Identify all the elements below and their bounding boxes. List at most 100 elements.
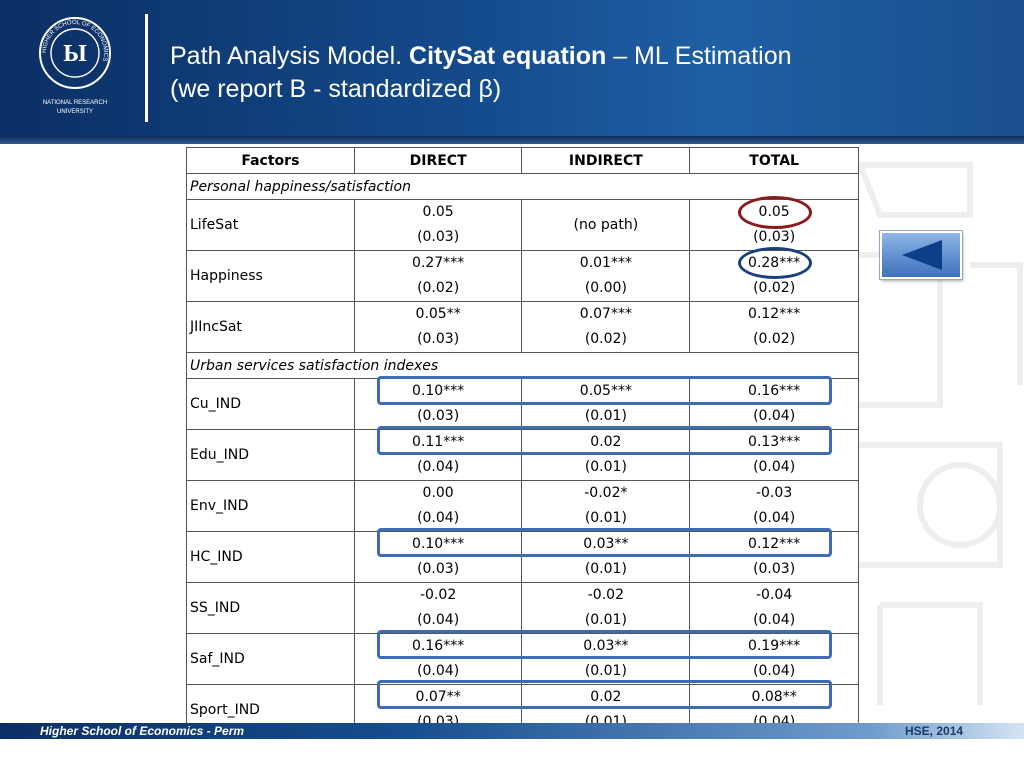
- table-row: Env_IND 0.00 (0.04) -0.02* (0.01) -0.03 (0.…: [186, 480, 859, 532]
- highlight-box-sport: [377, 680, 832, 709]
- total-se: (0.02): [753, 331, 796, 347]
- indirect-value: 0.07***: [579, 306, 632, 322]
- indirect-value: 0.05***: [579, 383, 632, 399]
- factor-cell: HC_IND: [186, 531, 355, 583]
- direct-value: 0.05**: [415, 306, 461, 322]
- indirect-se: (0.01): [584, 510, 627, 526]
- highlight-box-cu: [377, 376, 832, 405]
- title-bold: CitySat equation: [409, 42, 607, 70]
- total-value: 0.13***: [748, 434, 801, 450]
- indirect-cell: 0.03** (0.01): [521, 633, 691, 685]
- factor-cell: Cu_IND: [186, 378, 355, 430]
- indirect-se: (0.01): [584, 612, 627, 628]
- section-personal: Personal happiness/satisfaction: [186, 173, 859, 200]
- direct-cell: 0.27*** (0.02): [353, 250, 523, 302]
- indirect-se: (0.01): [584, 408, 627, 424]
- direct-value: 0.07**: [415, 689, 461, 705]
- indirect-value: -0.02*: [584, 485, 628, 501]
- direct-se: (0.03): [417, 229, 460, 245]
- direct-cell: -0.02 (0.04): [353, 582, 523, 634]
- direct-value: 0.00: [422, 485, 454, 501]
- total-cell: -0.04 (0.04): [689, 582, 859, 634]
- slide-header: [0, 0, 1024, 136]
- total-cell: 0.12*** (0.02): [689, 301, 859, 353]
- factor-cell: Happiness: [186, 250, 355, 302]
- indirect-se: (0.02): [584, 331, 627, 347]
- direct-cell: 0.00 (0.04): [353, 480, 523, 532]
- title-line2: (we report B - standardized β): [170, 75, 502, 103]
- slide-title: Path Analysis Model. CitySat equation – …: [170, 40, 792, 106]
- logo-caption: NATIONAL RESEARCH UNIVERSITY: [28, 99, 122, 117]
- direct-se: (0.03): [417, 331, 460, 347]
- direct-value: 0.10***: [412, 383, 465, 399]
- direct-value: 0.27***: [412, 255, 465, 271]
- indirect-se: (0.01): [584, 459, 627, 475]
- highlight-box-saf: [377, 630, 832, 659]
- factor-cell: Env_IND: [186, 480, 355, 532]
- total-value: 0.12***: [748, 536, 801, 552]
- back-button[interactable]: [880, 231, 962, 279]
- highlight-ellipse-happiness: [738, 247, 812, 279]
- factor-cell: Edu_IND: [186, 429, 355, 481]
- title-line1: Path Analysis Model. CitySat equation – …: [170, 40, 792, 73]
- indirect-cell: (no path): [521, 199, 691, 251]
- header-indirect: INDIRECT: [521, 147, 691, 174]
- total-cell: -0.03 (0.04): [689, 480, 859, 532]
- total-value: -0.03: [756, 485, 793, 501]
- indirect-se: (0.01): [584, 561, 627, 577]
- total-se: (0.04): [753, 459, 796, 475]
- direct-value: 0.11***: [412, 434, 465, 450]
- direct-cell: 0.10*** (0.03): [353, 531, 523, 583]
- footer-bar: [0, 723, 1024, 739]
- direct-se: (0.02): [417, 280, 460, 296]
- indirect-cell: 0.02 (0.01): [521, 429, 691, 481]
- logo-caption-line2: UNIVERSITY: [56, 109, 93, 115]
- header-direct: DIRECT: [353, 147, 523, 174]
- factor-cell: SS_IND: [186, 582, 355, 634]
- indirect-value: 0.01***: [579, 255, 632, 271]
- direct-cell: 0.05** (0.03): [353, 301, 523, 353]
- direct-se: (0.04): [417, 459, 460, 475]
- header-total: TOTAL: [689, 147, 859, 174]
- header-factors: Factors: [186, 147, 355, 174]
- direct-cell: 0.11*** (0.04): [353, 429, 523, 481]
- direct-se: (0.03): [417, 408, 460, 424]
- svg-text:Ы: Ы: [63, 41, 87, 67]
- indirect-value: -0.02: [587, 587, 624, 603]
- section-row: Urban services satisfaction indexes: [186, 352, 859, 379]
- hse-logo-icon: Ы HIGHER SCHOOL OF ECONOMICS: [39, 17, 111, 89]
- indirect-value: 0.03**: [583, 536, 629, 552]
- indirect-se: (0.01): [584, 663, 627, 679]
- header-rule: [0, 136, 1024, 144]
- section-urban: Urban services satisfaction indexes: [186, 352, 859, 379]
- total-value: -0.04: [756, 587, 793, 603]
- indirect-cell: -0.02* (0.01): [521, 480, 691, 532]
- total-se: (0.04): [753, 510, 796, 526]
- indirect-se: (0.00): [584, 280, 627, 296]
- direct-se: (0.04): [417, 612, 460, 628]
- indirect-cell: 0.07*** (0.02): [521, 301, 691, 353]
- logo-caption-line1: NATIONAL RESEARCH: [42, 100, 108, 106]
- table-row: JIIncSat 0.05** (0.03) 0.07*** (0.02) 0.12…: [186, 301, 859, 353]
- header-divider: [145, 14, 148, 122]
- factor-cell: LifeSat: [186, 199, 355, 251]
- table-row: SS_IND -0.02 (0.04) -0.02 (0.01) -0.04 (0.0…: [186, 582, 859, 634]
- highlight-box-edu: [377, 426, 832, 455]
- direct-value: 0.16***: [412, 638, 465, 654]
- section-row: Personal happiness/satisfaction: [186, 173, 859, 200]
- table-row: Saf_IND 0.16*** (0.04) 0.03** (0.01) 0.19*…: [186, 633, 859, 685]
- total-cell: 0.19*** (0.04): [689, 633, 859, 685]
- footer-right-text: HSE, 2014: [905, 724, 964, 738]
- title-part1: Path Analysis Model.: [170, 42, 410, 70]
- direct-se: (0.03): [417, 561, 460, 577]
- direct-value: -0.02: [420, 587, 457, 603]
- title-part2: – ML Estimation: [606, 42, 792, 70]
- direct-value: 0.10***: [412, 536, 465, 552]
- factor-cell: Saf_IND: [186, 633, 355, 685]
- indirect-cell: 0.03** (0.01): [521, 531, 691, 583]
- indirect-value: 0.02: [590, 689, 622, 705]
- footer-left-text: Higher School of Economics - Perm: [40, 724, 245, 738]
- total-se: (0.04): [753, 663, 796, 679]
- total-value: 0.12***: [748, 306, 801, 322]
- back-arrow-icon: [902, 240, 942, 270]
